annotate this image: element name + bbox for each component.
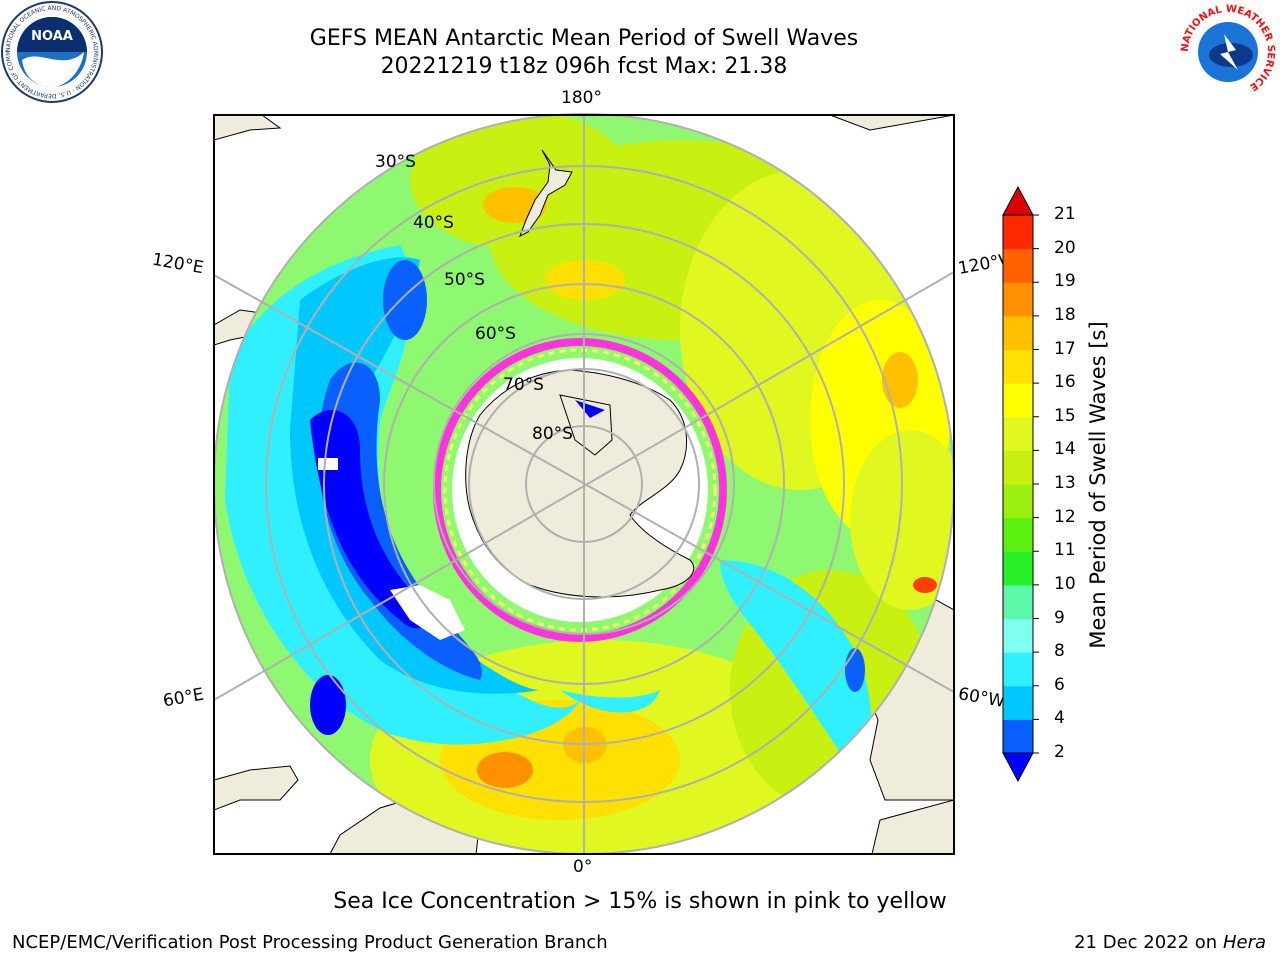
colorbar-segment bbox=[1003, 349, 1033, 384]
footer-date: 21 Dec 2022 on Hera bbox=[1074, 932, 1266, 953]
chart-subtitle: 20221219 t18z 096h fcst Max: 21.38 bbox=[380, 54, 788, 79]
svg-text:NOAA: NOAA bbox=[31, 29, 73, 44]
colorbar-segment bbox=[1003, 685, 1033, 720]
lon-label-top: 180° bbox=[561, 88, 602, 108]
colorbar-tick-label: 4 bbox=[1054, 708, 1065, 729]
nws-logo: NATIONAL WEATHER SERVICE bbox=[1178, 2, 1278, 102]
chart-title: GEFS MEAN Antarctic Mean Period of Swell… bbox=[309, 26, 859, 51]
lat-label-30s: 30°S bbox=[375, 152, 416, 172]
colorbar-segment bbox=[1003, 551, 1033, 586]
lat-label-40s: 40°S bbox=[413, 213, 454, 233]
sea-ice-caption: Sea Ice Concentration > 15% is shown in … bbox=[333, 889, 947, 914]
lat-label-60s: 60°S bbox=[475, 324, 516, 344]
map-frame bbox=[213, 114, 955, 855]
colorbar-segment bbox=[1003, 517, 1033, 552]
footer-date-text: 21 Dec 2022 on bbox=[1074, 932, 1218, 953]
colorbar-segment bbox=[1003, 248, 1033, 283]
colorbar-segment bbox=[1003, 719, 1033, 754]
colorbar-tick-label: 14 bbox=[1054, 439, 1076, 460]
lon-label-bottom: 0° bbox=[573, 857, 593, 877]
lat-label-80s: 80°S bbox=[532, 424, 573, 444]
colorbar-tick-label: 18 bbox=[1054, 304, 1076, 325]
colorbar-tick-label: 12 bbox=[1054, 506, 1076, 527]
noaa-logo: NATIONAL OCEANIC AND ATMOSPHERIC ADMINIS… bbox=[0, 0, 103, 103]
colorbar-tick-label: 15 bbox=[1054, 405, 1076, 426]
colorbar-segment bbox=[1003, 215, 1033, 250]
colorbar-tick-label: 8 bbox=[1054, 641, 1065, 662]
colorbar-tick-label: 10 bbox=[1054, 573, 1076, 594]
footer-branch: NCEP/EMC/Verification Post Processing Pr… bbox=[12, 932, 608, 953]
colorbar-over-arrow bbox=[1002, 185, 1034, 216]
colorbar-tick-label: 16 bbox=[1054, 372, 1076, 393]
colorbar-segment bbox=[1003, 383, 1033, 418]
colorbar-segment bbox=[1003, 584, 1033, 619]
footer-machine: Hera bbox=[1222, 932, 1266, 953]
colorbar-tick-label: 11 bbox=[1054, 540, 1076, 561]
colorbar-segment bbox=[1003, 282, 1033, 317]
colorbar-segment bbox=[1003, 416, 1033, 451]
colorbar-label: Mean Period of Swell Waves [s] bbox=[1086, 321, 1110, 649]
colorbar-segment bbox=[1003, 315, 1033, 350]
colorbar-tick-label: 20 bbox=[1054, 237, 1076, 258]
colorbar-segment bbox=[1003, 652, 1033, 687]
colorbar-tick-label: 9 bbox=[1054, 607, 1065, 628]
colorbar-tick-label: 21 bbox=[1054, 204, 1076, 224]
colorbar-tick-label: 17 bbox=[1054, 338, 1076, 359]
colorbar-tick-label: 6 bbox=[1054, 674, 1065, 695]
new-zealand bbox=[519, 149, 573, 238]
colorbar bbox=[1002, 185, 1039, 783]
colorbar-tick-label: 2 bbox=[1054, 742, 1065, 762]
colorbar-tick-label: 19 bbox=[1054, 271, 1076, 292]
colorbar-segment bbox=[1003, 618, 1033, 653]
lat-label-50s: 50°S bbox=[444, 270, 485, 290]
colorbar-segment bbox=[1003, 450, 1033, 485]
colorbar-under-arrow bbox=[1002, 752, 1034, 783]
colorbar-segment bbox=[1003, 484, 1033, 519]
colorbar-tick-label: 13 bbox=[1054, 473, 1076, 493]
lat-label-70s: 70°S bbox=[503, 375, 544, 395]
